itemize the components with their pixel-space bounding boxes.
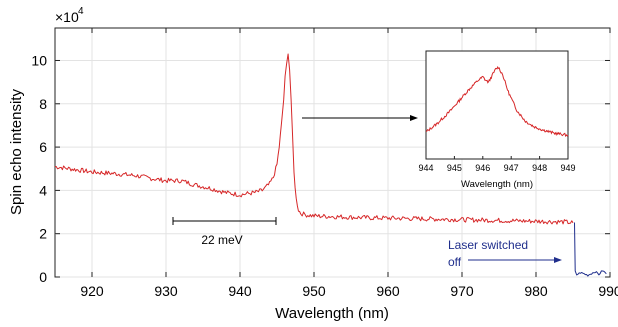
inset-plot-frame bbox=[425, 50, 569, 160]
y-axis-title: Spin echo intensity bbox=[8, 89, 25, 215]
laser-off-line bbox=[574, 222, 607, 277]
inset-x-tick-label: 947 bbox=[504, 163, 519, 173]
inset-plot: 944 945 946 947 948 949 Wavelength (nm) bbox=[418, 50, 576, 190]
y-multiplier-exponent: 4 bbox=[78, 6, 84, 17]
laser-note-line1: Laser switched bbox=[448, 238, 528, 252]
laser-annotation: Laser switched off bbox=[448, 238, 562, 269]
y-tick-label: 10 bbox=[31, 52, 47, 68]
y-multiplier-label: ×10 bbox=[55, 9, 79, 25]
inset-x-axis-title: Wavelength (nm) bbox=[461, 179, 533, 190]
inset-x-tick-label: 944 bbox=[418, 163, 433, 173]
x-tick-label: 960 bbox=[376, 283, 400, 299]
x-axis-title: Wavelength (nm) bbox=[275, 305, 389, 322]
x-tick-label: 990 bbox=[598, 283, 618, 299]
scale-bar: 22 meV bbox=[172, 217, 277, 247]
inset-x-tick-label: 946 bbox=[475, 163, 490, 173]
inset-x-tick-label: 948 bbox=[532, 163, 547, 173]
x-tick-label: 920 bbox=[80, 283, 104, 299]
inset-x-tick-label: 945 bbox=[447, 163, 462, 173]
scale-bar-label: 22 meV bbox=[201, 233, 242, 247]
inset-spectrum-line bbox=[425, 65, 569, 138]
y-tick-label: 6 bbox=[39, 139, 47, 155]
laser-arrow-head bbox=[554, 257, 562, 263]
x-tick-label: 930 bbox=[154, 283, 178, 299]
main-grid bbox=[55, 28, 611, 278]
main-series bbox=[54, 53, 607, 277]
y-tick-label: 4 bbox=[39, 182, 47, 198]
inset-arrow bbox=[302, 115, 418, 121]
x-tick-label: 980 bbox=[524, 283, 548, 299]
inset-series bbox=[425, 65, 569, 138]
y-tick-label: 8 bbox=[39, 96, 47, 112]
inset-arrow-head bbox=[410, 115, 418, 121]
y-tick-label: 0 bbox=[39, 269, 47, 285]
inset-ticks: 944 945 946 947 948 949 bbox=[418, 156, 576, 173]
x-tick-label: 940 bbox=[228, 283, 252, 299]
main-ticks: 920 930 940 950 960 970 980 990 0 2 4 6 8 10 bbox=[31, 28, 618, 299]
y-tick-label: 2 bbox=[39, 226, 47, 242]
inset-x-tick-label: 949 bbox=[560, 163, 575, 173]
x-tick-label: 970 bbox=[450, 283, 474, 299]
x-tick-label: 950 bbox=[302, 283, 326, 299]
laser-note-line2: off bbox=[448, 255, 462, 269]
spectrum-line bbox=[54, 53, 574, 225]
